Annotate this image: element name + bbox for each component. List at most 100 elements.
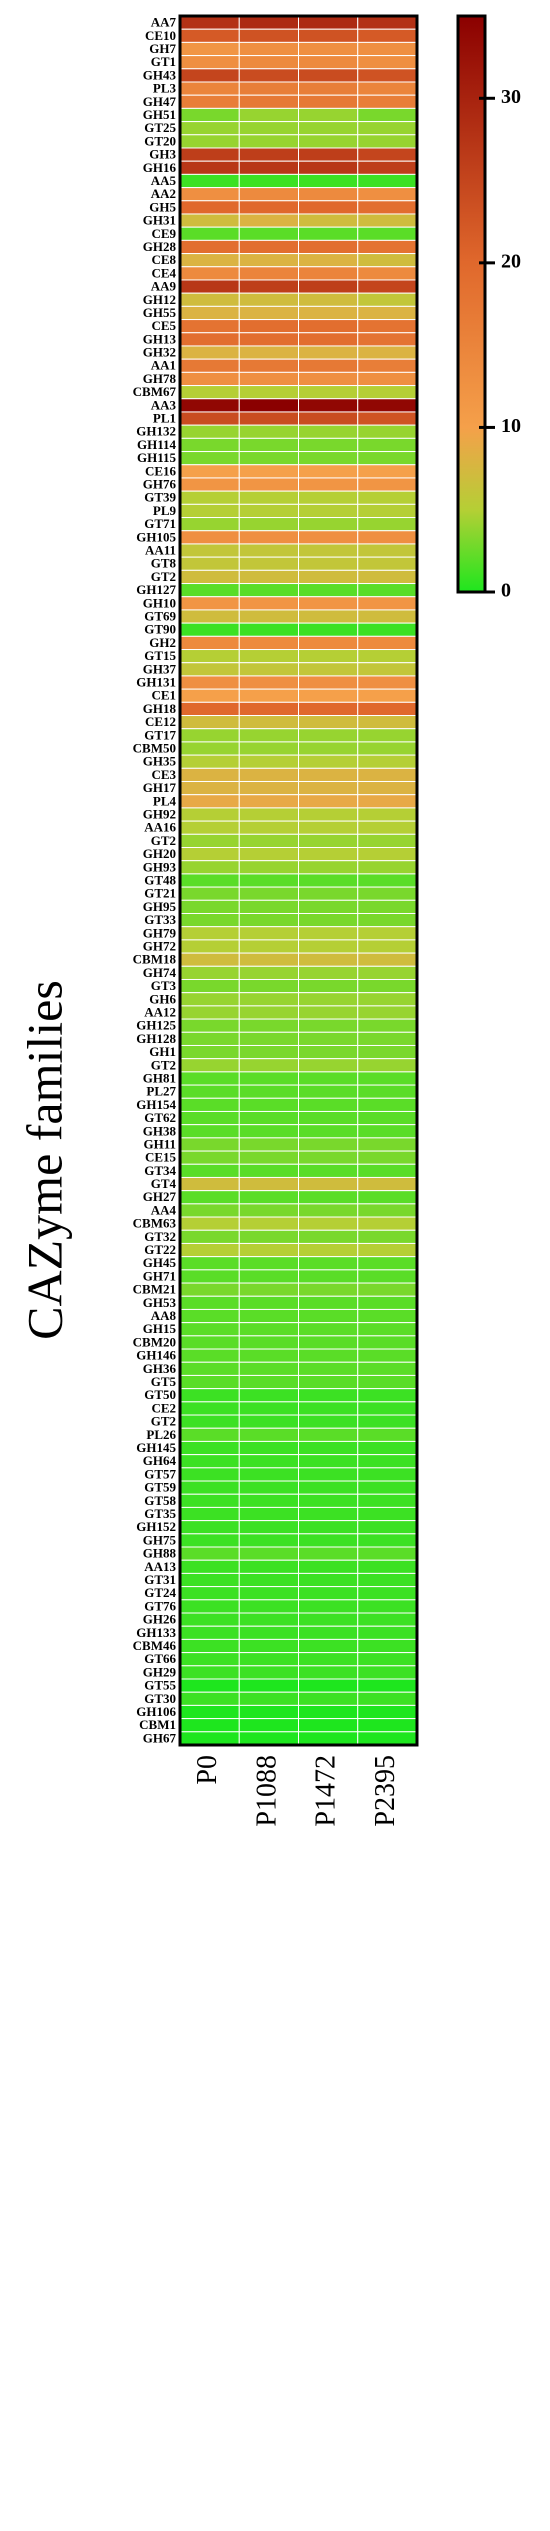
y-tick-label: GH1 — [149, 1044, 176, 1059]
y-tick-label: GH93 — [143, 859, 177, 874]
heatmap-cell — [357, 1137, 418, 1152]
heatmap-cell — [357, 371, 418, 387]
y-tick-label: GT25 — [144, 120, 176, 135]
heatmap-cell — [357, 68, 418, 83]
heatmap-cell — [357, 1625, 418, 1640]
heatmap-cell — [238, 1361, 299, 1376]
heatmap-cell — [238, 1520, 299, 1535]
y-tick-label: GH128 — [136, 1031, 176, 1046]
heatmap-cell — [238, 1572, 299, 1588]
heatmap-cell — [298, 200, 359, 215]
heatmap-cell — [298, 794, 359, 809]
y-tick-label: GT66 — [144, 1651, 176, 1666]
heatmap-cell — [357, 1361, 418, 1376]
y-tick-label: GH72 — [143, 938, 176, 953]
heatmap-cell — [357, 715, 418, 730]
y-tick-label: GH36 — [143, 1361, 177, 1376]
heatmap-cell — [298, 1520, 359, 1535]
heatmap-cell — [179, 1454, 240, 1469]
heatmap-cell — [298, 1480, 359, 1495]
heatmap-cell — [357, 332, 418, 347]
heatmap-cell — [298, 992, 359, 1007]
heatmap-cell — [357, 1308, 418, 1324]
heatmap-cell — [357, 1150, 418, 1165]
heatmap-cell — [357, 1427, 418, 1442]
heatmap-cell — [357, 1652, 418, 1667]
heatmap-cell — [298, 754, 359, 769]
heatmap-cell — [179, 833, 240, 849]
heatmap-cell — [357, 1414, 418, 1429]
heatmap-cell — [357, 569, 418, 585]
heatmap-cell — [179, 675, 240, 690]
y-tick-label: GH17 — [143, 780, 177, 795]
heatmap-cell — [179, 1124, 240, 1139]
heatmap-cell — [357, 1005, 418, 1020]
heatmap-cell — [238, 1256, 299, 1271]
heatmap-cell — [357, 239, 418, 255]
colorbar-tick-label: 10 — [501, 415, 521, 437]
heatmap-cell — [298, 68, 359, 83]
y-tick-label: GH16 — [143, 160, 177, 175]
heatmap-cell — [179, 15, 240, 30]
heatmap-cell — [238, 1374, 299, 1390]
heatmap-cell — [357, 794, 418, 809]
heatmap-cell — [298, 899, 359, 914]
heatmap-cell — [238, 517, 299, 532]
heatmap-cell — [179, 1612, 240, 1627]
heatmap-cell — [298, 833, 359, 849]
heatmap-cell — [238, 213, 299, 228]
heatmap-cell — [238, 1480, 299, 1495]
heatmap-cell — [179, 1150, 240, 1165]
heatmap-cell — [298, 1110, 359, 1126]
x-tick-label: P1088 — [251, 1755, 282, 1827]
heatmap-cell — [238, 1454, 299, 1469]
heatmap-cell — [238, 926, 299, 941]
y-tick-label: AA7 — [151, 15, 177, 30]
y-tick-label: CE4 — [151, 265, 176, 280]
y-tick-label: GH12 — [143, 292, 176, 307]
heatmap-cell — [298, 451, 359, 466]
heatmap-cell — [238, 1005, 299, 1020]
heatmap-cell — [298, 28, 359, 43]
heatmap-cell — [298, 1348, 359, 1363]
y-tick-label: GH75 — [143, 1532, 177, 1547]
heatmap-cell — [179, 134, 240, 149]
heatmap-cell — [238, 1124, 299, 1139]
heatmap-cell — [179, 319, 240, 334]
heatmap-cell — [298, 1718, 359, 1733]
heatmap-cell — [238, 675, 299, 690]
heatmap-cell — [298, 860, 359, 875]
heatmap-cell — [179, 173, 240, 189]
heatmap-cell — [298, 1612, 359, 1627]
heatmap-cell — [298, 437, 359, 453]
heatmap-cell — [298, 1665, 359, 1680]
y-tick-label: GH31 — [143, 213, 176, 228]
colorbar-tick-label: 0 — [501, 580, 511, 602]
heatmap-cell — [238, 239, 299, 255]
heatmap-cell — [298, 213, 359, 228]
heatmap-cell — [298, 1467, 359, 1482]
heatmap-cell — [179, 226, 240, 241]
heatmap-cell — [179, 1599, 240, 1614]
heatmap-cell — [298, 1691, 359, 1706]
y-tick-label: AA11 — [145, 543, 176, 558]
heatmap-cell — [238, 160, 299, 175]
heatmap-cell — [357, 55, 418, 70]
heatmap-cell — [238, 847, 299, 862]
heatmap-cell — [179, 1216, 240, 1231]
heatmap-cell — [298, 583, 359, 598]
heatmap-cell — [357, 1176, 418, 1192]
y-tick-label: GH26 — [143, 1612, 177, 1627]
heatmap-cell — [179, 1005, 240, 1020]
heatmap-cell — [298, 1440, 359, 1456]
heatmap-cell — [357, 583, 418, 598]
y-tick-label: GT35 — [144, 1506, 176, 1521]
heatmap-cell — [357, 1533, 418, 1548]
heatmap-cell — [357, 1374, 418, 1390]
heatmap-cell — [357, 1520, 418, 1535]
heatmap-cell — [298, 1704, 359, 1720]
heatmap-cell — [179, 1084, 240, 1099]
heatmap-cell — [357, 1691, 418, 1706]
heatmap-cell — [357, 781, 418, 796]
y-tick-label: AA5 — [151, 173, 177, 188]
